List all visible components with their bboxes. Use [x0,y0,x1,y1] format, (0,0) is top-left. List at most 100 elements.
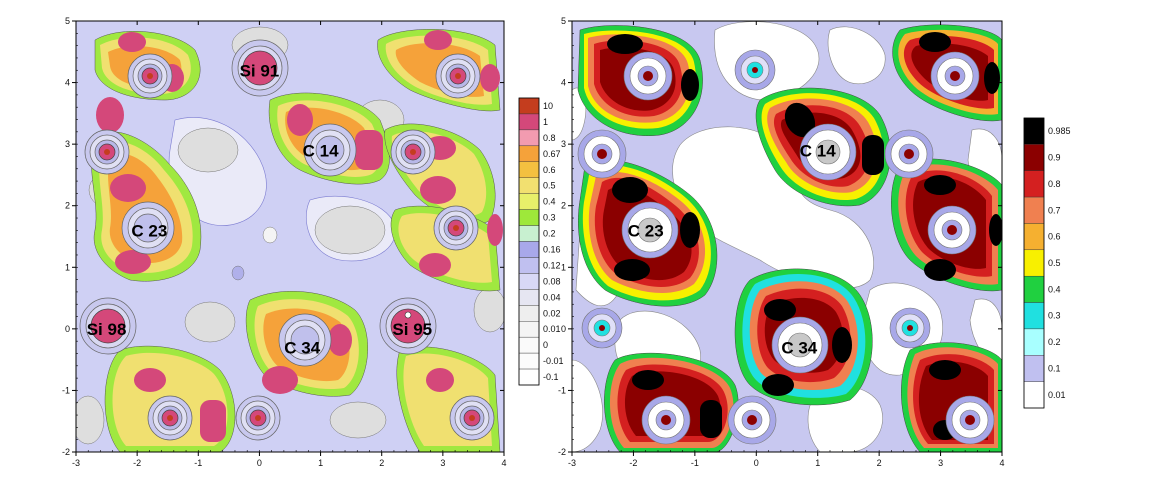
colorbar-level-label: 10 [543,101,553,111]
atom-label: C 34 [781,338,817,357]
y-tick-label: 4 [65,78,70,88]
colorbar-swatch [518,97,540,115]
colorbar-swatch [1023,223,1045,251]
colorbar-level-label: 0.5 [1048,258,1061,268]
y-tick-label: 3 [65,139,70,149]
colorbar-swatch [518,352,540,370]
colorbar-swatch [518,177,540,194]
panel-1-frame [75,20,505,453]
atom-label: C 14 [303,141,339,160]
colorbar-level-label: 0.01 [543,324,561,334]
x-tick-label: 0 [754,458,759,468]
atom-label: C 23 [628,221,664,240]
colorbar-swatch [1023,355,1045,382]
colorbar-level-label: 0.8 [543,133,556,143]
x-tick-label: -3 [72,458,80,468]
colorbar-swatch [518,129,540,147]
colorbar-swatch [1023,275,1045,303]
colorbar-level-label: 0.6 [1048,232,1061,242]
colorbar-frame [1023,117,1045,409]
y-tick-label: 2 [65,201,70,211]
y-tick-label: -2 [62,447,70,457]
x-tick-label: -2 [133,458,141,468]
x-tick-label: 4 [999,458,1004,468]
x-tick-label: 4 [501,458,506,468]
colorbar-level-label: 0.4 [1048,284,1061,294]
x-tick-label: -1 [691,458,699,468]
colorbar-level-label: 0.4 [543,197,556,207]
colorbar-swatch [1023,249,1045,277]
y-tick-label: -2 [558,447,566,457]
colorbar-swatch [518,321,540,338]
x-tick-label: 0 [257,458,262,468]
atom-label: Si 95 [392,320,432,339]
panel-1-atom-cores [79,39,495,441]
y-tick-label: 1 [561,262,566,272]
y-tick-label: 0 [65,324,70,334]
colorbar-level-label: 0.1 [1048,363,1061,373]
colorbar-swatch [1023,381,1045,409]
colorbar-swatch [518,241,540,258]
colorbar-frame [518,97,540,386]
colorbar-swatch [518,273,540,290]
colorbar-level-label: 0.985 [1048,126,1071,136]
y-tick-label: 5 [561,16,566,26]
colorbar-swatch [1023,328,1045,356]
atom-label: Si 91 [240,61,280,80]
colorbar-swatch [1023,302,1045,330]
x-tick-label: -2 [629,458,637,468]
colorbar-swatch [518,336,540,354]
colorbar-level-label: 0.5 [543,181,556,191]
panel-1-atom-labels: Si 91 C 14 C 23 Si 98 C 34 Si 95 [87,61,432,357]
colorbar-swatch [518,257,540,274]
panel-2-contours [572,21,1002,452]
y-tick-label: 4 [561,78,566,88]
colorbar-level-label: 1 [543,117,548,127]
panel-2-frame [571,20,1003,453]
x-tick-label: -3 [568,458,576,468]
colorbar-swatch [1023,117,1045,145]
colorbar-level-label: 0.02 [543,308,561,318]
x-tick-label: 1 [318,458,323,468]
colorbar-1: 1010.80.670.60.50.40.30.20.160.120.080.0… [518,97,564,386]
colorbar-swatch [518,113,540,131]
colorbar-swatch [518,368,540,386]
x-tick-label: 2 [877,458,882,468]
colorbar-level-label: 0.67 [543,149,561,159]
y-tick-label: 0 [561,324,566,334]
atom-label: C 14 [800,141,836,160]
y-tick-label: 5 [65,16,70,26]
x-tick-label: 3 [938,458,943,468]
colorbar-level-label: -0.1 [543,372,559,382]
colorbar-level-label: 0.2 [1048,337,1061,347]
y-tick-label: -1 [558,385,566,395]
colorbar-level-label: 0.08 [543,276,561,286]
colorbar-level-label: 0.04 [543,292,561,302]
colorbar-swatch [518,225,540,242]
colorbar-level-label: 0.8 [1048,179,1061,189]
panel-2-atom-cores [577,49,995,445]
x-tick-label: 3 [440,458,445,468]
colorbar-swatch [518,193,540,210]
colorbar-swatch [1023,170,1045,198]
colorbar-swatch [518,145,540,162]
y-tick-label: -1 [62,385,70,395]
colorbar-swatch [518,161,540,178]
colorbar-swatch [518,305,540,322]
colorbar-level-label: 0.2 [543,229,556,239]
y-tick-label: 2 [561,201,566,211]
y-tick-label: 3 [561,139,566,149]
colorbar-level-label: 0.3 [1048,311,1061,321]
x-tick-label: -1 [194,458,202,468]
panel-2-atom-labels: C 14 C 23 C 34 [628,141,836,357]
x-tick-label: 1 [815,458,820,468]
colorbar-level-label: 0.12 [543,260,561,270]
colorbar-swatch [1023,196,1045,224]
colorbar-level-label: 0 [543,340,548,350]
colorbar-2: 0.985 0.9 0.8 0.7 0.6 0.5 0.4 0.3 0.2 0.1 0.01 [1023,117,1071,409]
colorbar-level-label: 0.6 [543,165,556,175]
